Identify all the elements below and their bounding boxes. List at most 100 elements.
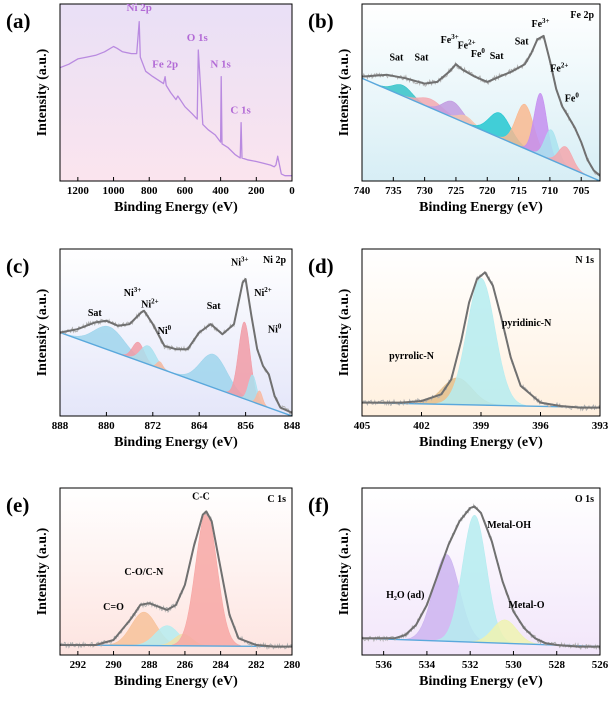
x-tick-label: 730	[416, 185, 433, 197]
plot-frame	[59, 3, 293, 182]
x-tick-label: 720	[479, 185, 496, 197]
y-axis-title: Intensity (a.u.)	[337, 288, 352, 376]
x-tick-label: 536	[375, 659, 392, 671]
plot-background	[60, 4, 292, 181]
x-axis-title: Binding Energy (eV)	[419, 435, 543, 450]
x-tick-label: 740	[354, 185, 371, 197]
x-tick-label: 532	[462, 659, 479, 671]
x-tick-label: 402	[413, 420, 430, 432]
peak-annotation: C=O	[103, 602, 124, 613]
peak-annotation: Sat	[490, 51, 505, 62]
peak-annotation: Sat	[415, 53, 430, 64]
x-tick-label: 280	[284, 659, 301, 671]
plot-area	[362, 34, 600, 181]
plot-area	[362, 270, 600, 412]
peak-annotation: H₂O (ad)	[386, 590, 424, 601]
panel-f: 536 534 532 530 528 526 Binding Energy (eV) Int…	[308, 487, 609, 689]
panel-label: (c)	[6, 254, 29, 278]
panel-label: (e)	[6, 493, 29, 517]
x-axis-title: Binding Energy (eV)	[114, 200, 238, 215]
x-axis-title: Binding Energy (eV)	[419, 200, 543, 215]
envelope-line	[362, 505, 600, 648]
background-line	[362, 77, 600, 181]
panel-d: 405 402 399 396 393 Binding Energy (eV) Intens…	[308, 248, 609, 450]
panel-title: Ni 2p	[263, 255, 287, 266]
x-tick-label: 856	[237, 420, 254, 432]
panel-title: N 1s	[575, 255, 594, 266]
annotation-superscript: 2+	[561, 61, 569, 69]
plot-frame	[59, 487, 293, 656]
x-tick-label: 1000	[103, 185, 126, 197]
envelope-line	[60, 278, 292, 414]
annotation-superscript: 3+	[451, 33, 459, 41]
panel-label: (d)	[308, 254, 334, 278]
x-tick-label: 848	[284, 420, 301, 432]
x-axis-title: Binding Energy (eV)	[114, 435, 238, 450]
envelope-line	[362, 271, 600, 409]
peak-annotation: Ni 2p	[127, 2, 152, 14]
annotation-superscript: 0	[481, 47, 485, 55]
panel-a: 1200 1000 800 600 400 200 0 Binding Energy (eV)…	[6, 2, 295, 215]
plot-frame	[361, 3, 601, 182]
x-axis-title: Binding Energy (eV)	[419, 674, 543, 689]
panel-c: 888 880 872 864 856 848 Binding Energy (eV) Int…	[6, 248, 301, 450]
annotation-superscript: 3+	[241, 256, 249, 264]
plot-frame	[59, 248, 293, 417]
x-tick-label: 872	[145, 420, 162, 432]
x-tick-label: 526	[592, 659, 609, 671]
x-tick-label: 284	[212, 659, 229, 671]
annotation-superscript: 0	[575, 91, 579, 99]
x-tick-label: 396	[532, 420, 549, 432]
panel-b: 740 735 730 725 720 715 710 705 Binding Energy (…	[308, 3, 601, 215]
peak-annotation: pyrrolic-N	[389, 351, 435, 362]
annotation-superscript: 0	[278, 323, 282, 331]
envelope-line	[362, 34, 600, 177]
x-axis-title: Binding Energy (eV)	[114, 674, 238, 689]
x-tick-label: 888	[52, 420, 69, 432]
x-tick-label: 534	[419, 659, 436, 671]
peak-annotation: Sat	[389, 53, 404, 64]
peak-annotation: Sat	[207, 301, 222, 312]
y-axis-title: Intensity (a.u.)	[35, 527, 50, 615]
annotation-superscript: 2+	[264, 286, 272, 294]
y-axis-title: Intensity (a.u.)	[35, 288, 50, 376]
x-tick-label: 288	[141, 659, 158, 671]
x-tick-label: 710	[542, 185, 559, 197]
x-tick-label: 290	[105, 659, 122, 671]
background-line	[60, 644, 292, 648]
annotation-superscript: 0	[168, 324, 172, 332]
peak-annotation: Fe 2p	[152, 59, 178, 71]
survey-line	[60, 21, 292, 177]
peak-annotation: Metal-O	[508, 600, 544, 611]
y-axis-title: Intensity (a.u.)	[35, 48, 50, 136]
plot-area	[60, 21, 292, 177]
x-tick-label: 880	[98, 420, 115, 432]
x-tick-label: 1200	[67, 185, 90, 197]
x-tick-label: 600	[177, 185, 194, 197]
x-tick-label: 705	[573, 185, 590, 197]
peak-annotation: O 1s	[187, 32, 209, 44]
annotation-superscript: 3+	[134, 286, 142, 294]
peak-annotation: C-C	[192, 492, 210, 503]
peak-annotation: Sat	[88, 308, 103, 319]
peak-annotation: pyridinic-N	[502, 318, 552, 329]
x-tick-label: 282	[248, 659, 265, 671]
x-tick-label: 864	[191, 420, 208, 432]
plot-area	[60, 277, 292, 416]
x-tick-label: 405	[354, 420, 371, 432]
peak-annotation: C-O/C-N	[124, 567, 164, 578]
x-tick-label: 286	[177, 659, 194, 671]
panel-title: O 1s	[575, 494, 594, 505]
x-tick-label: 528	[548, 659, 565, 671]
panel-label: (a)	[6, 9, 31, 33]
peak-annotation: C 1s	[230, 105, 251, 117]
x-tick-label: 399	[473, 420, 490, 432]
y-axis-title: Intensity (a.u.)	[337, 527, 352, 615]
panel-title: Fe 2p	[570, 10, 594, 21]
envelope-line	[60, 510, 292, 648]
peak-annotation: Sat	[515, 37, 530, 48]
x-tick-label: 400	[212, 185, 229, 197]
annotation-superscript: 2+	[151, 297, 159, 305]
panel-e: 292 290 288 286 284 282 280 Binding Energy (eV)…	[6, 487, 301, 689]
